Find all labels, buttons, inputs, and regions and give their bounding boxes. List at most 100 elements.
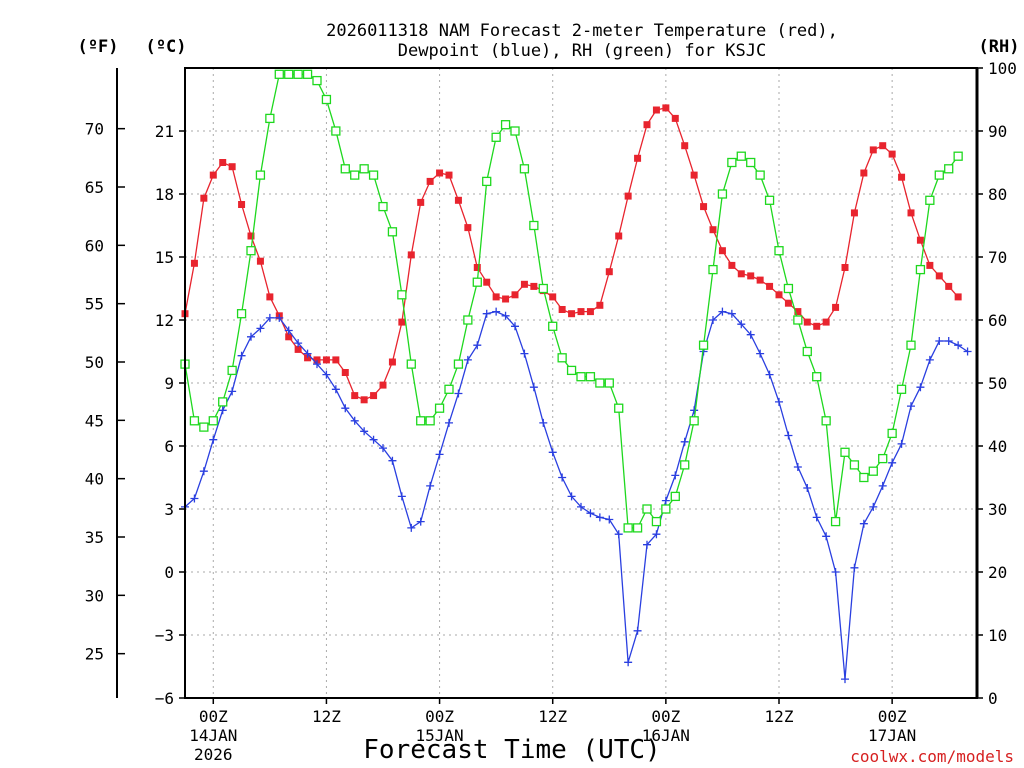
temperature-point — [907, 209, 915, 217]
dewpoint-point — [577, 502, 585, 511]
temperature-point — [737, 270, 745, 278]
rh-point — [915, 264, 926, 275]
rh-point — [698, 340, 709, 350]
rh-point — [255, 170, 266, 180]
dewpoint-point — [850, 563, 859, 572]
dewpoint-point — [369, 435, 378, 444]
temperature-point — [945, 282, 953, 290]
temperature-point — [294, 345, 302, 353]
temperature-point — [586, 308, 594, 316]
fahrenheit-unit-label: (ºF) — [78, 37, 119, 57]
dewpoint-point — [878, 481, 887, 490]
dewpoint-point — [869, 502, 878, 511]
rh-point — [472, 277, 482, 287]
rh-point — [321, 94, 332, 105]
dewpoint-point — [916, 383, 925, 392]
temperature-point — [709, 226, 717, 234]
temperature-point — [794, 308, 802, 316]
dewpoint-point — [803, 484, 812, 492]
dewpoint-point — [614, 530, 623, 539]
rh-point — [746, 157, 756, 168]
rh-point — [651, 516, 662, 527]
dewpoint-point — [426, 481, 435, 490]
rh-point — [896, 384, 907, 394]
temperature-point — [360, 396, 368, 404]
temperature-point — [954, 293, 962, 301]
temperature-point — [784, 299, 792, 307]
rh-point — [293, 69, 303, 79]
dewpoint-point — [463, 355, 472, 364]
rh-point — [425, 416, 435, 426]
dewpoint-point — [265, 313, 274, 322]
celsius-tick-label: 3 — [164, 500, 174, 519]
rh-point — [312, 75, 322, 86]
dewpoint-point — [897, 439, 906, 448]
dewpoint-point — [482, 309, 491, 318]
temperature-point — [464, 224, 472, 232]
dewpoint-point — [784, 431, 793, 440]
temperature-point — [436, 169, 444, 177]
dewpoint-point — [737, 320, 746, 329]
rh-point — [453, 359, 464, 369]
rh-point — [463, 315, 473, 325]
temperature-point — [926, 261, 934, 269]
temperature-point — [718, 247, 726, 255]
fahrenheit-tick-label: 65 — [85, 178, 104, 197]
temperature-point — [219, 159, 227, 166]
dewpoint-point — [416, 517, 425, 526]
dewpoint-point — [671, 471, 680, 480]
rh-point — [717, 189, 728, 199]
fahrenheit-tick-label: 55 — [85, 295, 104, 314]
rh-point — [859, 472, 869, 483]
temperature-point — [596, 301, 604, 309]
temperature-point — [916, 236, 924, 244]
temperature-point — [860, 169, 868, 177]
rh-point — [840, 447, 850, 457]
temperature-point — [756, 276, 764, 284]
rh-point — [906, 340, 916, 350]
rh-point — [604, 378, 614, 388]
temperature-point — [898, 173, 906, 181]
temperature-point — [841, 264, 849, 271]
dewpoint-point — [727, 309, 736, 318]
dewpoint-point — [944, 337, 953, 345]
rh-point — [934, 170, 944, 180]
temperature-point — [700, 203, 708, 211]
fahrenheit-tick-label: 70 — [85, 120, 104, 139]
rh-point — [755, 170, 765, 180]
dewpoint-point — [190, 494, 199, 503]
rh-point — [265, 113, 275, 124]
temperature-point — [577, 308, 585, 316]
temperature-point — [624, 192, 632, 200]
rh-tick-label: 50 — [988, 374, 1007, 393]
temperature-point — [304, 354, 312, 362]
temperature-point — [473, 264, 481, 271]
temperature-point — [530, 282, 538, 290]
dewpoint-point — [652, 530, 661, 539]
dewpoint-point — [709, 316, 717, 324]
rh-point — [953, 151, 963, 161]
dewpoint-point — [765, 370, 774, 379]
rh-point — [595, 378, 605, 388]
temperature-point — [869, 146, 877, 154]
rh-point — [632, 523, 643, 533]
temperature-point — [238, 201, 246, 208]
temperature-point — [332, 356, 340, 364]
dewpoint-point — [888, 458, 897, 467]
dewpoint-point — [256, 324, 265, 333]
dewpoint-point — [746, 330, 755, 339]
rh-tick-label: 20 — [988, 563, 1007, 582]
dewpoint-point — [379, 444, 387, 453]
rh-point — [849, 460, 860, 470]
rh-point — [821, 416, 831, 426]
credit-text: coolwx.com/models — [850, 747, 1014, 766]
rh-point — [727, 157, 737, 168]
dewpoint-point — [520, 349, 529, 358]
fahrenheit-tick-label: 25 — [85, 645, 104, 664]
chart-title-line1: 2026011318 NAM Forecast 2-meter Temperat… — [326, 21, 838, 41]
temperature-point — [652, 106, 660, 114]
rh-point — [302, 69, 313, 79]
rh-point — [491, 132, 501, 142]
rh-point — [406, 359, 416, 369]
chart-title-line2: Dewpoint (blue), RH (green) for KSJC — [398, 41, 766, 61]
